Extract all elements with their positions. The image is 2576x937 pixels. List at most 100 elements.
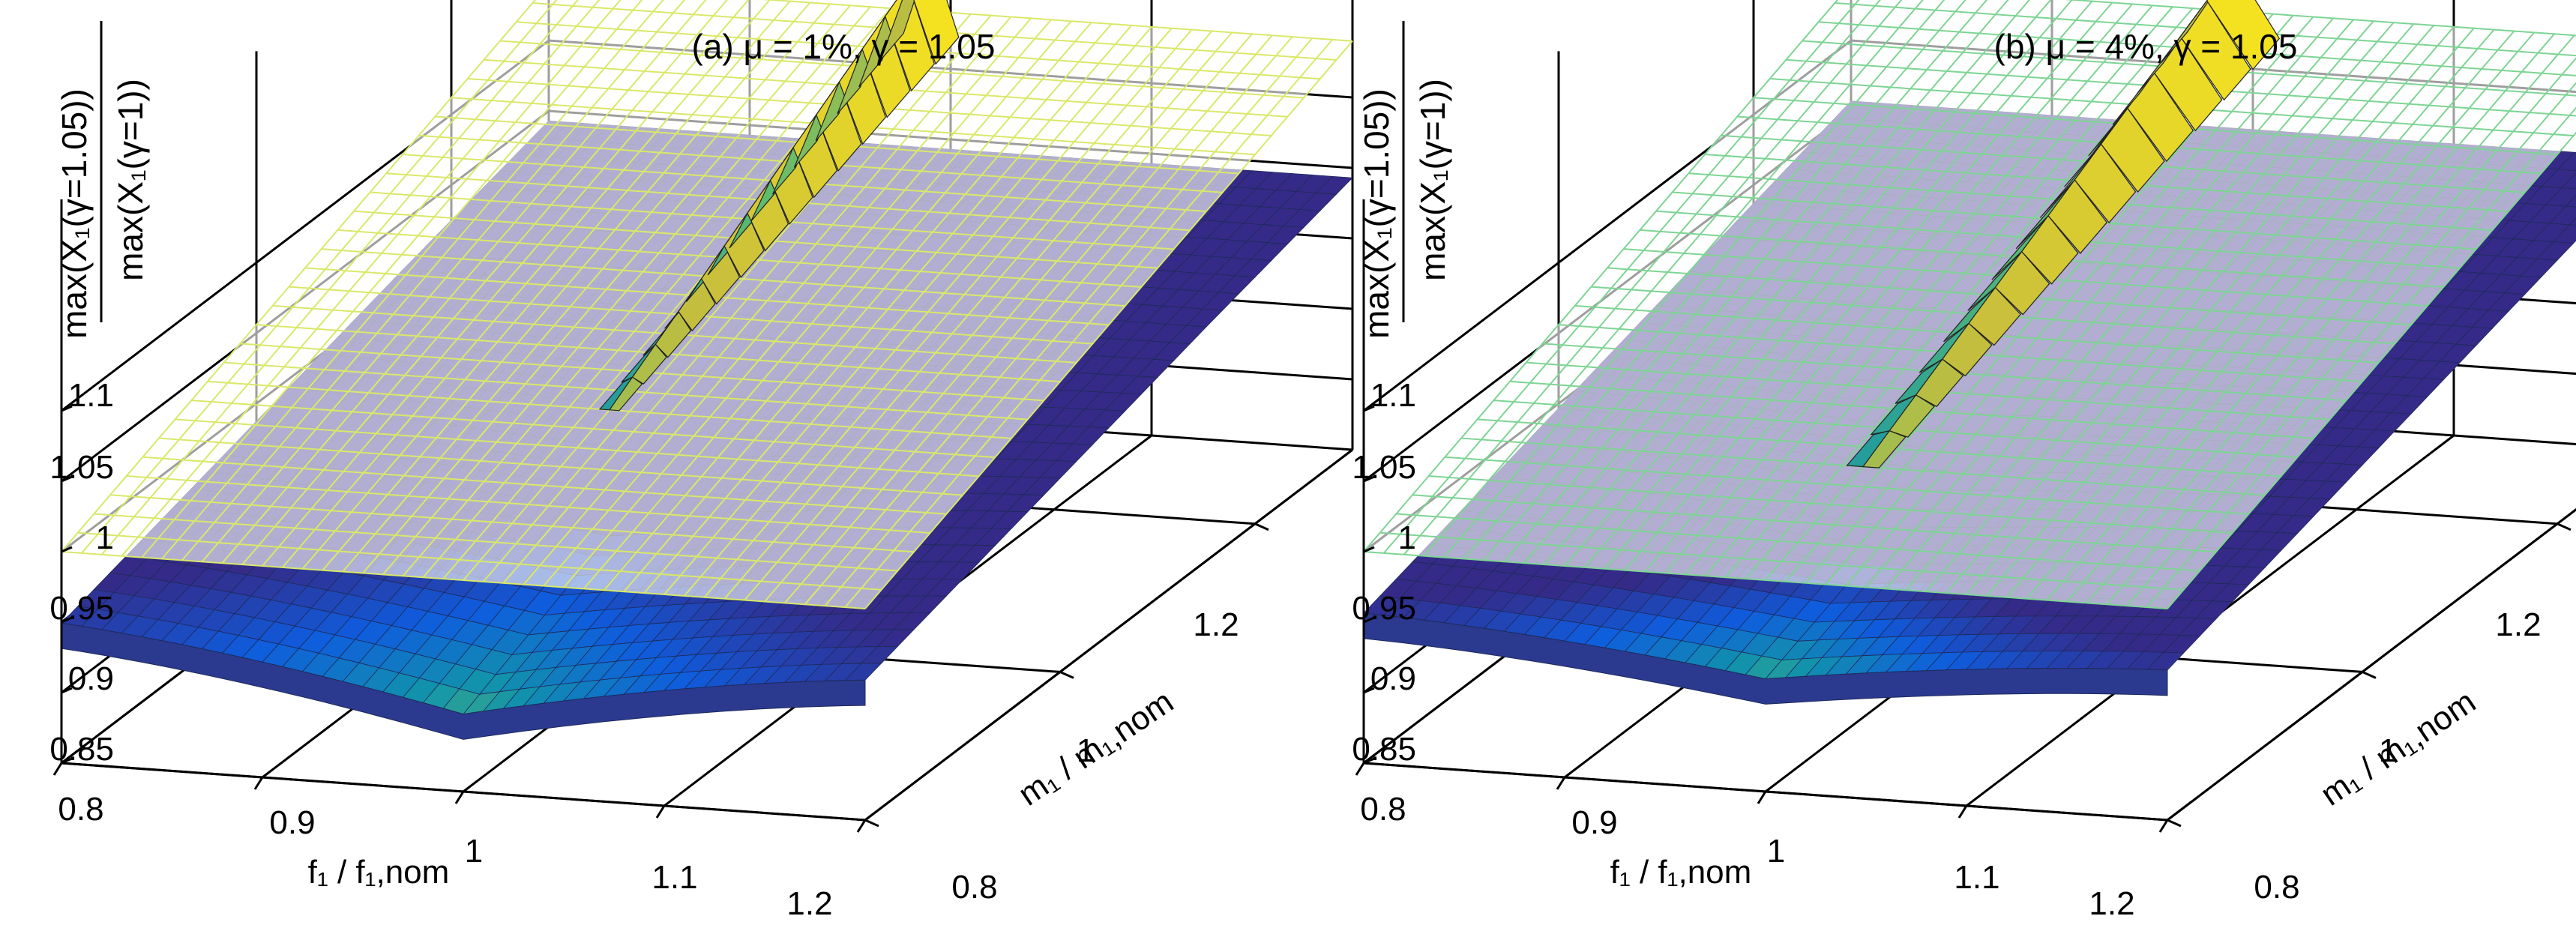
z-tick-label-0.95-b: 0.95 xyxy=(1352,590,1416,627)
ridge-facet-right xyxy=(723,212,765,278)
x-tick-label-1.1-a: 1.1 xyxy=(651,859,697,896)
x-tick-label-1-a: 1 xyxy=(465,833,483,870)
upper-mesh-line-m xyxy=(1412,494,2217,553)
front-axes-a xyxy=(52,199,1353,833)
z-tick-label-0.9-b: 0.9 xyxy=(1370,660,1416,697)
ridge-facet-right xyxy=(792,113,838,199)
ridge-facet-right xyxy=(1994,250,2050,316)
upper-mesh-line-m xyxy=(126,475,930,534)
front-axes-b xyxy=(1355,199,2576,833)
panel-b: (b) μ = 4%, γ = 1.05 max(X₁(γ=1.05)) max… xyxy=(1352,0,2576,922)
ridge-facet-right xyxy=(838,48,886,145)
upper-mesh-line-m xyxy=(1396,513,2200,572)
ridge-facet-right xyxy=(1942,322,1993,377)
ridge-facet-right xyxy=(1862,430,1907,468)
y-tick-mark-2 xyxy=(2557,522,2572,531)
z-tick-mark-0 xyxy=(1363,757,1375,765)
x-tick-mark-1 xyxy=(253,777,264,790)
upper-mesh-line-m xyxy=(158,437,963,496)
y-tick-label-0.8-a: 0.8 xyxy=(951,869,997,906)
z-axis-label-b: max(X₁(γ=1.05)) max(X₁(γ=1)) xyxy=(1357,21,1452,339)
upper-mesh-line-m xyxy=(109,494,915,553)
panel-title-b: (b) μ = 4%, γ = 1.05 xyxy=(1994,27,2298,66)
x-tick-mark-0 xyxy=(1355,762,1365,776)
y-tick-mark-0 xyxy=(2167,819,2182,828)
z-tick-label-1.05-a: 1.05 xyxy=(49,449,114,486)
y-tick-label-0.8-b: 0.8 xyxy=(2254,869,2299,906)
x-tick-mark-3 xyxy=(1957,805,1968,819)
lower-surface-facet xyxy=(2569,217,2576,226)
y-tick-mark-0 xyxy=(864,819,879,828)
ridge-b xyxy=(1846,0,2281,468)
y-tick-label-1-a: 1 xyxy=(1077,732,1095,769)
upper-mesh-line-m xyxy=(94,513,898,572)
panel-title-a: (a) μ = 1%, γ = 1.05 xyxy=(692,27,996,66)
x-tick-label-0.8-b: 0.8 xyxy=(1360,791,1406,828)
ridge-facet-right xyxy=(700,244,741,305)
x-tick-label-1.2-b: 1.2 xyxy=(2089,885,2134,922)
x-tick-label-0.9-a: 0.9 xyxy=(269,804,315,841)
ridge-facet-right xyxy=(2074,143,2137,223)
ridge-a xyxy=(598,0,960,412)
upper-mesh-line-m xyxy=(142,456,947,515)
x-tick-mark-2 xyxy=(1757,791,1767,804)
z-tick-label-1.1-b: 1.1 xyxy=(1370,377,1416,414)
ridge-facet-right xyxy=(913,0,960,65)
z-tick-label-0.95-a: 0.95 xyxy=(49,590,114,627)
x-tick-label-1.2-a: 1.2 xyxy=(786,885,832,922)
y-axis-label-b: m₁ / m₁,nom xyxy=(2314,683,2482,813)
lower-surface-front-skirt xyxy=(1363,612,2168,705)
z-label-denominator-b: max(X₁(γ=1)) xyxy=(1413,79,1452,281)
upper-mesh-line-m xyxy=(191,400,996,459)
upper-mesh-surface-b xyxy=(1363,0,2576,609)
z-tick-label-0.9-a: 0.9 xyxy=(68,660,114,697)
x-tick-mark-0 xyxy=(52,762,63,776)
z-tick-label-0.85-b: 0.85 xyxy=(1352,731,1416,768)
z-label-numerator-a: max(X₁(γ=1.05)) xyxy=(55,88,94,339)
upper-mesh-line-m xyxy=(1379,531,2184,591)
y-tick-mark-1 xyxy=(2362,671,2377,679)
ridge-facet-right xyxy=(747,179,789,252)
y-axis-label-a: m₁ / m₁,nom xyxy=(1012,683,1180,813)
upper-surface-fill xyxy=(1364,0,2576,609)
x-tick-label-1-b: 1 xyxy=(1767,833,1785,870)
z-tick-mark-5 xyxy=(1363,405,1375,412)
y-tick-label-1-b: 1 xyxy=(2379,732,2397,769)
ridge-facet-right xyxy=(654,310,692,358)
z-tick-label-1.1-a: 1.1 xyxy=(68,377,114,414)
x-tick-mark-4 xyxy=(2158,819,2169,833)
z-tick-mark-2 xyxy=(1363,616,1375,624)
x-tick-mark-3 xyxy=(655,805,666,819)
z-tick-label-1.05-b: 1.05 xyxy=(1352,449,1416,486)
x-axis-label-b: f₁ / f₁,nom xyxy=(1610,854,1752,891)
z-tick-label-0.85-a: 0.85 xyxy=(49,731,114,768)
z-axis-label-a: max(X₁(γ=1.05)) max(X₁(γ=1)) xyxy=(55,21,150,339)
upper-mesh-line-m xyxy=(61,551,866,609)
z-tick-mark-4 xyxy=(61,475,73,483)
ridge-facet-right xyxy=(2047,178,2107,254)
z-tick-label-1-a: 1 xyxy=(96,519,114,556)
z-tick-mark-3 xyxy=(1363,546,1375,553)
y-tick-label-1.2-a: 1.2 xyxy=(1193,606,1239,643)
upper-mesh-line-m xyxy=(77,531,882,591)
z-tick-label-1-b: 1 xyxy=(1398,519,1416,556)
x-tick-mark-2 xyxy=(454,791,465,804)
ridge-facet-left xyxy=(880,0,915,61)
ridge-facet-right xyxy=(608,376,643,412)
z-tick-mark-1 xyxy=(1363,687,1375,694)
x-tick-label-0.8-a: 0.8 xyxy=(58,791,103,828)
x-tick-label-0.9-b: 0.9 xyxy=(1571,804,1617,841)
z-tick-mark-3 xyxy=(61,546,73,553)
ridge-facet-right xyxy=(2020,214,2079,285)
ridge-facet-right xyxy=(1915,358,1964,408)
ridge-facet-right xyxy=(816,81,862,172)
y-tick-mark-1 xyxy=(1059,671,1074,679)
y-tick-mark-2 xyxy=(1254,522,1269,531)
ridge-facet-right xyxy=(1968,286,2021,346)
ridge-facet-right xyxy=(631,343,667,385)
upper-mesh-line-m xyxy=(1363,551,2168,609)
z-tick-mark-0 xyxy=(61,757,73,765)
ridge-facet-right xyxy=(861,15,911,118)
z-label-denominator-a: max(X₁(γ=1)) xyxy=(111,79,150,281)
